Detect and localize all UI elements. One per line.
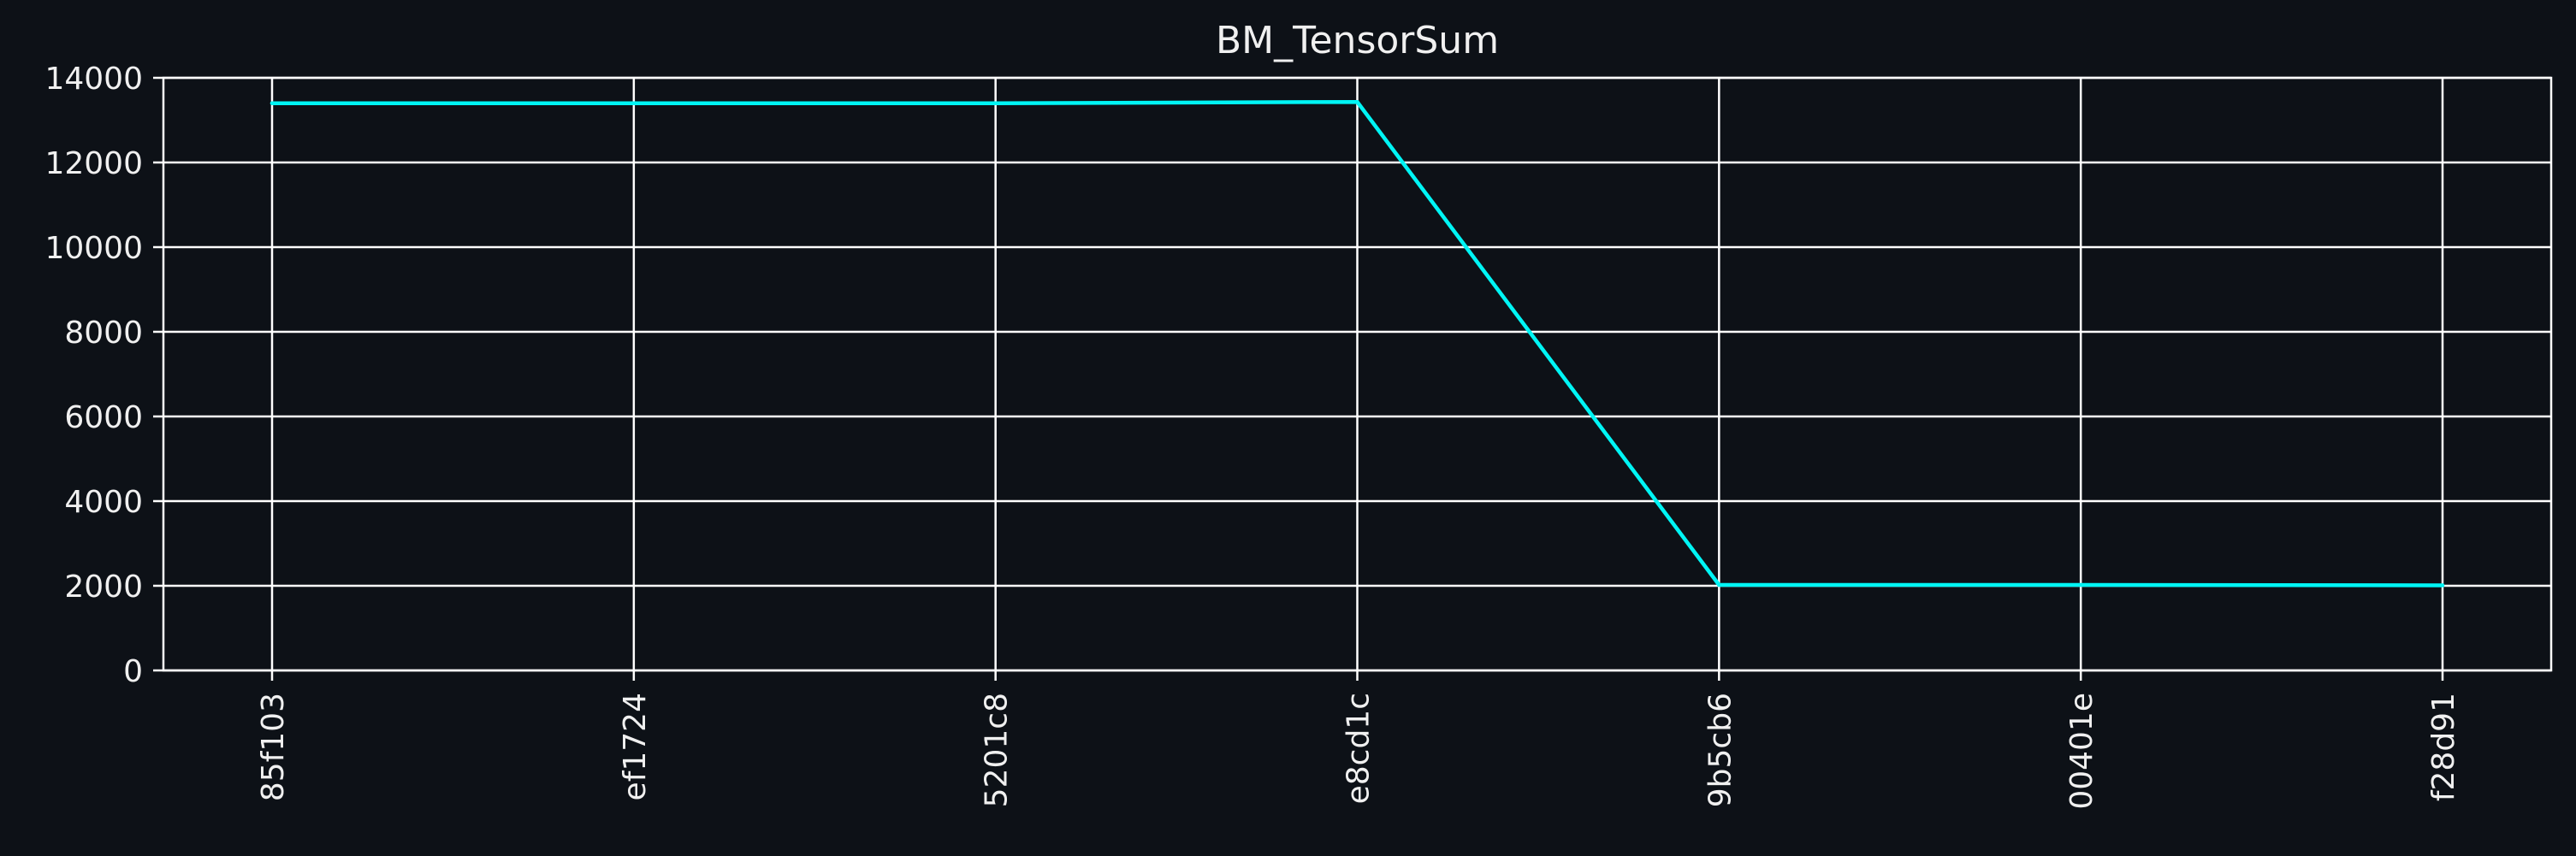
- data-point: [1355, 100, 1359, 104]
- y-tick-label: 2000: [64, 570, 143, 605]
- series-layer: [269, 99, 2445, 587]
- data-point: [1717, 582, 1721, 587]
- x-tick-label: 00401e: [2064, 693, 2099, 810]
- data-point: [993, 101, 998, 105]
- data-point: [2440, 583, 2445, 587]
- x-tick-label: ef1724: [618, 693, 653, 800]
- y-tick-label: 0: [123, 654, 143, 689]
- x-tick-label: 9b5cb6: [1703, 693, 1738, 807]
- y-tick-label: 12000: [44, 146, 143, 181]
- grid-lines: [163, 76, 2551, 672]
- x-tick-label: e8cd1c: [1341, 693, 1377, 804]
- data-point: [269, 101, 275, 105]
- x-tick-label: f28d91: [2426, 693, 2461, 801]
- y-tick-label: 8000: [64, 316, 143, 351]
- x-axis-tick-labels: 85f103 ef1724 5201c8 e8cd1c 9b5cb6 00401e f28d…: [256, 693, 2461, 810]
- y-tick-label: 6000: [64, 400, 143, 435]
- chart-title: BM_TensorSum: [1216, 19, 1499, 62]
- y-axis-tick-labels: 0 2000 4000 6000 8000 10000 12000 14000: [44, 62, 143, 689]
- x-tick-label: 85f103: [256, 693, 291, 801]
- y-tick-label: 4000: [64, 485, 143, 520]
- x-tick-label: 5201c8: [980, 693, 1015, 807]
- data-point: [2078, 582, 2083, 587]
- data-point: [631, 101, 637, 105]
- tick-marks: [153, 76, 2444, 681]
- y-tick-label: 14000: [44, 62, 143, 97]
- y-tick-label: 10000: [44, 231, 143, 266]
